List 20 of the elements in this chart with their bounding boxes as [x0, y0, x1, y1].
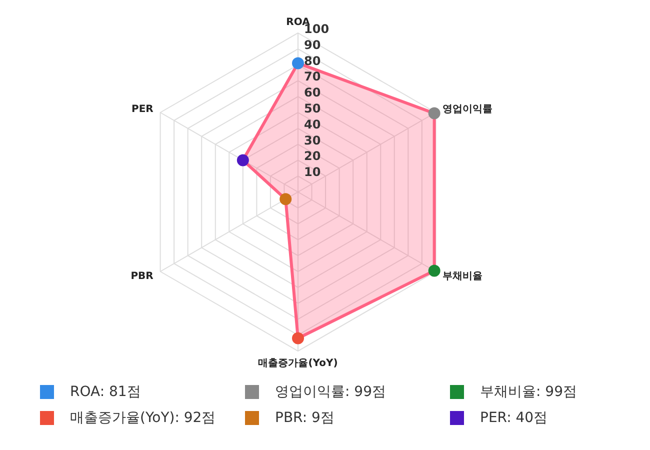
spoke-label: 부채비율 — [442, 271, 483, 282]
text: PER: 40점 — [480, 409, 548, 427]
spoke-label: 영업이익률 — [442, 104, 493, 116]
y-tick-label: 90 — [304, 38, 321, 52]
text: ROA: 81점 — [70, 383, 141, 401]
y-tick-label: 40 — [304, 117, 321, 132]
y-tick-label: 70 — [304, 70, 321, 84]
spoke-label: PER — [132, 104, 154, 116]
y-tick-label: 60 — [304, 86, 321, 100]
y-tick-label: 80 — [304, 54, 321, 68]
y-tick-label: 20 — [304, 149, 321, 164]
spoke-label: 매출증가율(YoY) — [258, 358, 338, 370]
text: 매출증가율(YoY): 92점 — [70, 409, 216, 427]
y-tick-label: 10 — [304, 165, 321, 180]
text: 부채비율: 99점 — [480, 383, 577, 401]
text: PBR: 9점 — [275, 409, 334, 427]
text: 영업이익률: 99점 — [275, 383, 386, 401]
y-tick-label: 50 — [304, 102, 321, 116]
spoke-label: PBR — [130, 271, 154, 282]
y-tick-label: 30 — [304, 133, 321, 148]
